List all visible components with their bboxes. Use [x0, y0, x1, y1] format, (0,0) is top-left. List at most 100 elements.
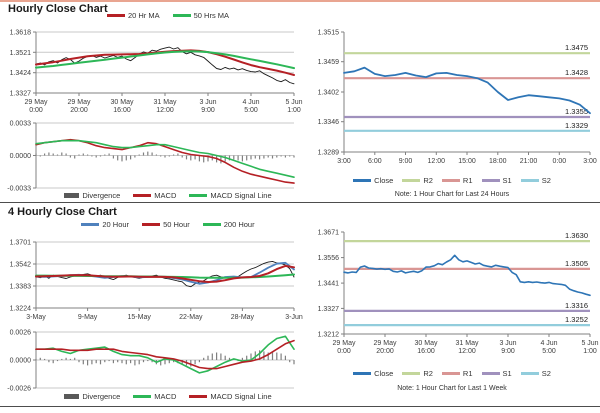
legend-swatch: [441, 179, 460, 182]
svg-text:3 Jun: 3 Jun: [199, 99, 216, 106]
legend-swatch: [441, 372, 460, 375]
legend-swatch: [202, 223, 221, 226]
four-hourly-chart-title: 4 Hourly Close Chart: [8, 206, 117, 218]
pivot-24h-note: Note: 1 Hour Chart for Last 24 Hours: [394, 191, 510, 198]
svg-text:1.3701: 1.3701: [10, 240, 32, 247]
legend-swatch: [402, 372, 421, 375]
svg-text:1:00: 1:00: [287, 107, 301, 114]
svg-text:12:00: 12:00: [428, 158, 446, 165]
svg-text:1.3521: 1.3521: [10, 50, 32, 57]
svg-text:1:00: 1:00: [583, 348, 597, 355]
legend-label: MACD Signal Line: [210, 392, 272, 401]
svg-text:29 May: 29 May: [333, 340, 356, 347]
svg-text:4 Jun: 4 Jun: [242, 99, 259, 106]
svg-text:9:00: 9:00: [501, 348, 515, 355]
pivot-week-note: Note: 1 Hour Chart for Last 1 Week: [397, 385, 507, 392]
four-hourly-price-legend: 20 Hour 50 Hour 200 Hour: [36, 220, 300, 229]
svg-text:15-May: 15-May: [128, 314, 152, 321]
svg-text:20:00: 20:00: [376, 348, 394, 355]
svg-text:4 Jun: 4 Jun: [540, 340, 557, 347]
svg-text:1.3428: 1.3428: [565, 68, 588, 77]
legend-item-s2: S2: [520, 369, 551, 378]
legend-swatch: [402, 179, 421, 182]
legend-swatch: [106, 14, 125, 17]
legend-label: 50 Hrs MA: [193, 11, 230, 20]
legend-item-200-hour: 200 Hour: [202, 220, 255, 229]
svg-text:3-Jun: 3-Jun: [285, 314, 303, 321]
legend-item-r2: R2: [402, 176, 433, 185]
legend-item-s1: S1: [481, 369, 512, 378]
four-hourly-macd-legend: Divergence MACD MACD Signal Line: [36, 392, 300, 401]
hourly-chart-title: Hourly Close Chart: [8, 3, 108, 15]
svg-text:5:00: 5:00: [542, 348, 556, 355]
svg-text:1.3618: 1.3618: [10, 30, 32, 37]
svg-text:3 Jun: 3 Jun: [499, 340, 516, 347]
svg-text:1.3459: 1.3459: [318, 59, 340, 66]
svg-text:5:00: 5:00: [244, 107, 258, 114]
svg-text:12:00: 12:00: [156, 107, 174, 114]
svg-text:1.3556: 1.3556: [318, 255, 340, 262]
legend-swatch: [520, 372, 539, 375]
svg-text:12:00: 12:00: [458, 348, 476, 355]
svg-text:-0.0033: -0.0033: [7, 186, 31, 193]
legend-label: 200 Hour: [223, 220, 255, 229]
svg-text:18:00: 18:00: [489, 158, 507, 165]
svg-text:22-May: 22-May: [179, 314, 203, 321]
svg-text:16:00: 16:00: [417, 348, 435, 355]
legend-item-r1: R1: [441, 369, 473, 378]
svg-text:29 May: 29 May: [374, 340, 397, 347]
svg-text:6:00: 6:00: [368, 158, 382, 165]
legend-label: R1: [462, 369, 473, 378]
svg-text:30 May: 30 May: [415, 340, 438, 347]
legend-swatch: [481, 179, 500, 182]
svg-text:9-May: 9-May: [78, 314, 98, 321]
svg-text:30 May: 30 May: [111, 99, 134, 106]
pivot-24h-legend: Close R2 R1 S1 S2: [316, 176, 588, 185]
legend-item-20-hr-ma: 20 Hr MA: [106, 11, 160, 20]
svg-text:1.3505: 1.3505: [565, 259, 588, 268]
svg-text:1.3316: 1.3316: [565, 301, 588, 310]
svg-text:29 May: 29 May: [25, 99, 48, 106]
legend-label: S1: [502, 369, 512, 378]
legend-item-macd: MACD: [133, 191, 176, 200]
svg-text:1.3212: 1.3212: [318, 332, 340, 339]
legend-label: MACD: [154, 392, 177, 401]
svg-text:5 Jun: 5 Jun: [581, 340, 598, 347]
svg-text:20:00: 20:00: [70, 107, 88, 114]
svg-text:28-May: 28-May: [231, 314, 255, 321]
svg-text:1.3383: 1.3383: [10, 284, 32, 291]
svg-text:0:00: 0:00: [29, 107, 43, 114]
legend-swatch: [353, 179, 372, 182]
legend-item-50-hrs-ma: 50 Hrs MA: [172, 11, 230, 20]
legend-item-s2: S2: [520, 176, 551, 185]
legend-item-macd-signal-line: MACD Signal Line: [189, 191, 272, 200]
svg-text:0.0000: 0.0000: [10, 153, 32, 160]
svg-text:-0.0026: -0.0026: [7, 386, 31, 393]
svg-text:1.3402: 1.3402: [318, 90, 340, 97]
svg-text:0.0033: 0.0033: [10, 121, 32, 128]
svg-text:31 May: 31 May: [456, 340, 479, 347]
four-hourly-macd-canvas: -0.0026 0.0000 0.0026: [7, 330, 295, 393]
pivot-week-legend: Close R2 R1 S1 S2: [316, 369, 588, 378]
legend-swatch: [353, 372, 372, 375]
hourly-macd-canvas: -0.0033 0.0000 0.0033: [7, 121, 295, 193]
svg-text:0:00: 0:00: [337, 348, 351, 355]
legend-label: 20 Hr MA: [127, 11, 160, 20]
svg-text:1.3441: 1.3441: [318, 281, 340, 288]
legend-swatch: [81, 223, 100, 226]
legend-label: Divergence: [82, 392, 121, 401]
legend-item-close: Close: [353, 369, 393, 378]
svg-text:0:00: 0:00: [552, 158, 566, 165]
svg-text:9:00: 9:00: [201, 107, 215, 114]
svg-text:3:00: 3:00: [337, 158, 351, 165]
legend-swatch: [172, 14, 191, 17]
svg-text:1.3475: 1.3475: [565, 43, 588, 52]
legend-item-50-hour: 50 Hour: [142, 220, 190, 229]
pivot-24h-canvas: 1.3289 1.3346 1.3402 1.3459 1.3515 3:00 6:00 9:…: [318, 30, 597, 166]
legend-swatch: [481, 372, 500, 375]
legend-item-r2: R2: [402, 369, 433, 378]
svg-text:5 Jun: 5 Jun: [285, 99, 302, 106]
svg-text:1.3327: 1.3327: [10, 91, 32, 98]
svg-text:0.0000: 0.0000: [10, 358, 32, 365]
